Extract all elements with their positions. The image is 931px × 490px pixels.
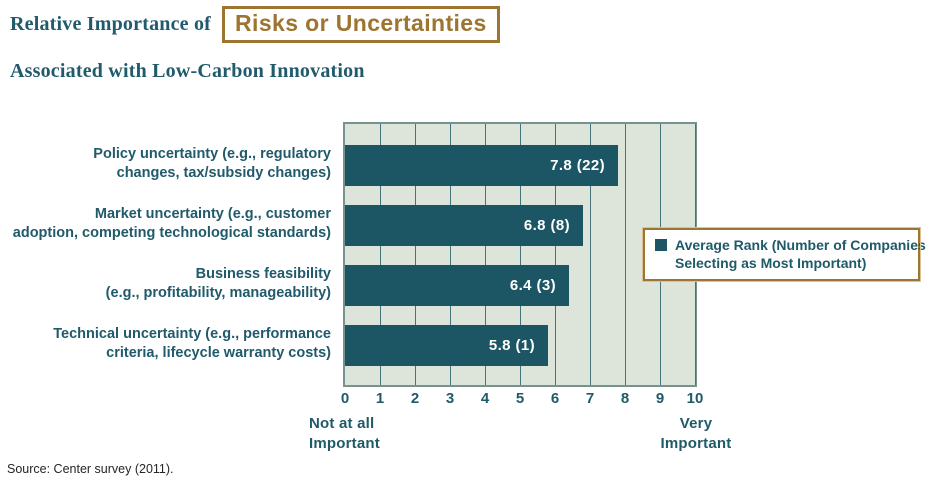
- gridline: [520, 124, 521, 385]
- x-tick-label: 10: [686, 390, 704, 407]
- legend-label-line: Selecting as Most Important): [675, 255, 867, 271]
- gridline: [625, 124, 626, 385]
- page-title: Relative Importance of Risks or Uncertai…: [10, 6, 500, 43]
- bar: 7.8 (22): [345, 145, 618, 186]
- bar: 6.8 (8): [345, 205, 583, 246]
- category-label-line: Market uncertainty (e.g., customer: [94, 205, 331, 222]
- axis-note-line: Very: [679, 415, 713, 432]
- gridline: [380, 124, 381, 385]
- x-tick-label: 3: [445, 390, 455, 407]
- x-tick-label: 8: [620, 390, 630, 407]
- source-note: Source: Center survey (2011).: [7, 462, 174, 476]
- axis-note-line: Important: [660, 435, 732, 452]
- category-label-line: Policy uncertainty (e.g., regulatory: [93, 145, 331, 162]
- category-label-line: Technical uncertainty (e.g., performance: [53, 325, 331, 342]
- gridline: [485, 124, 486, 385]
- category-label: Business feasibility (e.g., profitability…: [1, 262, 331, 305]
- plot-area: 7.8 (22) 6.8 (8) 6.4 (3) 5.8 (1): [343, 122, 697, 387]
- x-tick-label: 1: [375, 390, 385, 407]
- bar-value-label: 6.8 (8): [523, 217, 570, 234]
- x-tick-label: 7: [585, 390, 595, 407]
- page-subtitle: Associated with Low-Carbon Innovation: [10, 60, 365, 82]
- legend: Average Rank (Number of Companies Select…: [642, 227, 926, 282]
- x-tick-label: 4: [480, 390, 490, 407]
- axis-note-line: Important: [309, 435, 380, 452]
- category-label-line: changes, tax/subsidy changes): [116, 164, 331, 181]
- gridline: [590, 124, 591, 385]
- bar-value-label: 5.8 (1): [488, 337, 535, 354]
- category-label: Policy uncertainty (e.g., regulatory chan…: [1, 142, 331, 185]
- x-tick-label: 6: [550, 390, 560, 407]
- category-label-line: adoption, competing technological standa…: [12, 224, 331, 241]
- x-tick-label: 9: [655, 390, 665, 407]
- legend-swatch-icon: [655, 239, 667, 251]
- category-label: Market uncertainty (e.g., customer adopti…: [1, 202, 331, 245]
- x-axis-min-label: Not at all Important: [309, 414, 380, 454]
- x-tick-label: 2: [410, 390, 420, 407]
- gridline: [555, 124, 556, 385]
- category-label-line: criteria, lifecycle warranty costs): [106, 344, 331, 361]
- axis-note-line: Not at all: [309, 415, 375, 432]
- bar: 6.4 (3): [345, 265, 569, 306]
- gridline: [415, 124, 416, 385]
- bar: 5.8 (1): [345, 325, 548, 366]
- category-label-line: Business feasibility: [195, 265, 331, 282]
- title-highlight-box: Risks or Uncertainties: [222, 6, 500, 43]
- x-axis-max-label: Very Important: [639, 414, 753, 454]
- legend-label-line: Average Rank (Number of Companies: [675, 237, 926, 253]
- title-prefix: Relative Importance of: [10, 13, 212, 35]
- x-tick-label: 5: [515, 390, 525, 407]
- x-tick-label: 0: [340, 390, 350, 407]
- gridline: [450, 124, 451, 385]
- legend-label: Average Rank (Number of Companies Select…: [675, 236, 926, 272]
- category-label: Technical uncertainty (e.g., performance…: [1, 322, 331, 365]
- bar-value-label: 6.4 (3): [509, 277, 556, 294]
- category-label-line: (e.g., profitability, manageability): [105, 284, 331, 301]
- bar-value-label: 7.8 (22): [550, 157, 605, 174]
